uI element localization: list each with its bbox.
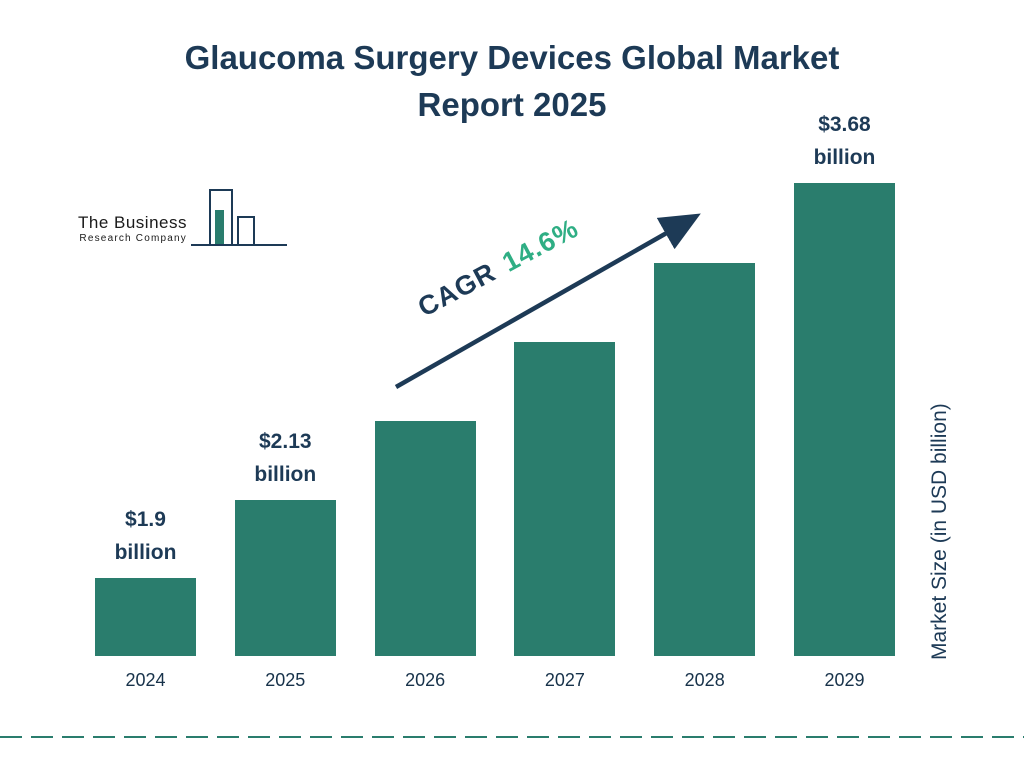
value-unit: billion: [254, 463, 317, 486]
logo-bar-chart-icon: [191, 186, 287, 250]
x-axis-label-2029: 2029: [824, 670, 865, 690]
bar-2025: [234, 500, 336, 656]
bar-group-2024: $1.9 billion 2024: [95, 108, 196, 698]
logo-name-line: The Business: [78, 213, 187, 232]
value-amount: $3.68: [818, 113, 871, 136]
bar-2029: [793, 183, 895, 656]
y-axis-title: Market Size (in USD billion): [928, 403, 951, 660]
x-axis-label-2024: 2024: [125, 670, 166, 690]
title-line-1: Glaucoma Surgery Devices Global Market: [184, 39, 840, 76]
company-logo-text: The Business Research Company: [78, 213, 187, 250]
bar-2024: [95, 578, 196, 656]
value-unit: billion: [813, 146, 876, 169]
bar-2027: [514, 342, 616, 656]
bar-group-2026: 2026: [374, 108, 476, 698]
bar-group-2025: $2.13 billion 2025: [234, 108, 336, 698]
bar-group-2028: 2028: [654, 108, 756, 698]
company-logo: The Business Research Company: [78, 186, 287, 250]
value-unit: billion: [114, 541, 177, 564]
bar-value-label-2024: $1.9 billion: [115, 503, 177, 569]
value-amount: $2.13: [259, 430, 312, 453]
value-amount: $1.9: [125, 508, 166, 531]
x-axis-label-2028: 2028: [684, 670, 725, 690]
title-line-2: Report 2025: [417, 86, 607, 123]
bar-value-label-2029: $3.68 billion: [814, 108, 876, 174]
bar-value-label-2025: $2.13 billion: [254, 425, 316, 491]
bar-chart: $1.9 billion 2024 $2.13 billion 2025 2026 2027 2…: [95, 108, 895, 698]
logo-subname-line: Research Company: [79, 233, 187, 244]
x-axis-label-2027: 2027: [544, 670, 585, 690]
bar-2026: [374, 421, 476, 656]
x-axis-label-2026: 2026: [405, 670, 446, 690]
bar-group-2029: $3.68 billion 2029: [793, 108, 895, 698]
bottom-dashed-divider: [0, 736, 1024, 738]
bar-group-2027: 2027: [514, 108, 616, 698]
x-axis-label-2025: 2025: [265, 670, 306, 690]
page-title: Glaucoma Surgery Devices Global Market R…: [0, 34, 1024, 128]
bar-2028: [654, 263, 756, 656]
